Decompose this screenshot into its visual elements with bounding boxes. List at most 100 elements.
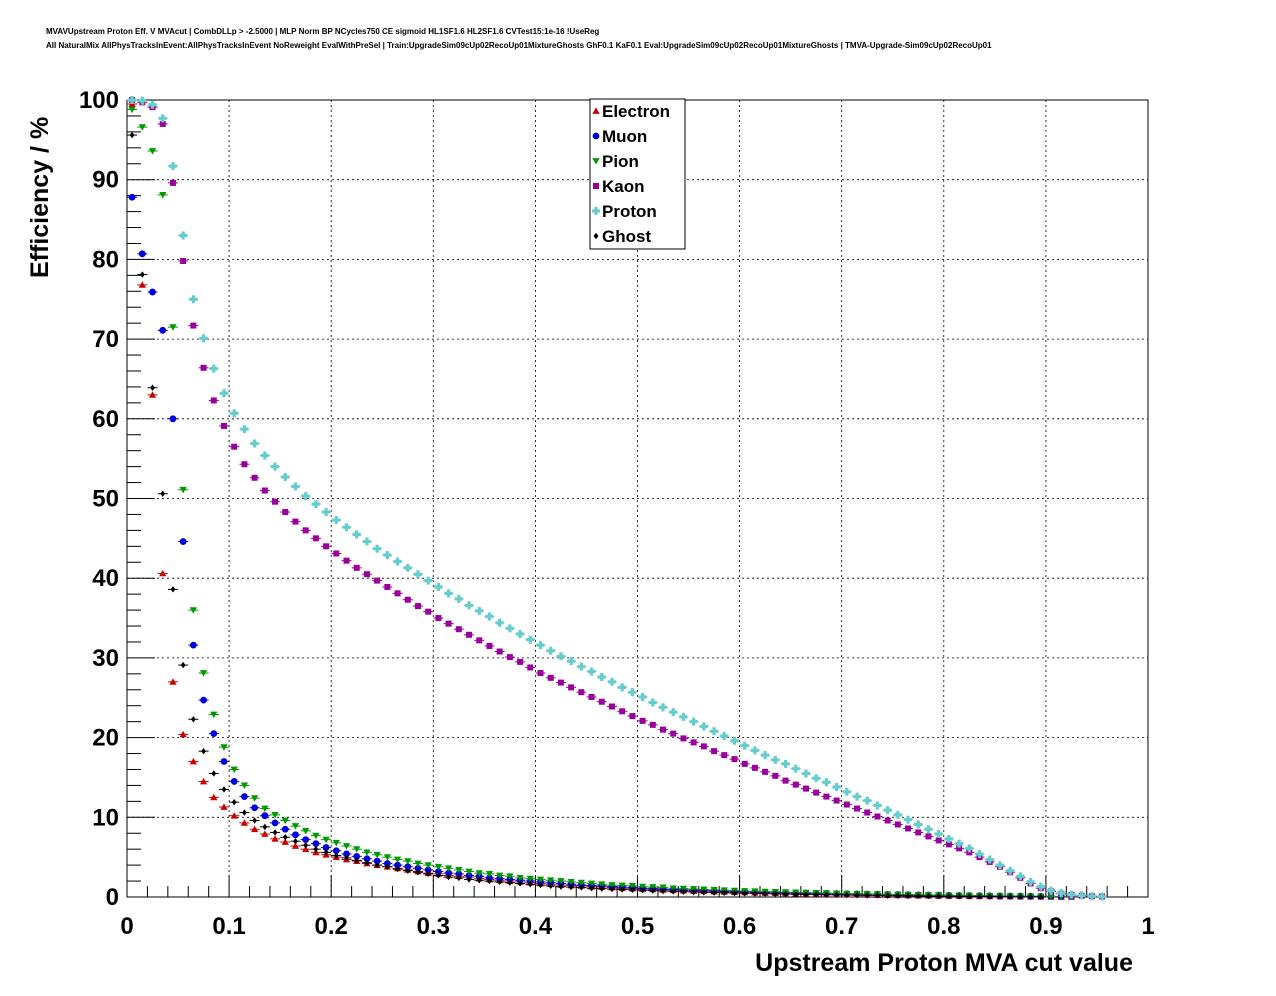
data-point <box>618 882 626 890</box>
data-point <box>394 590 401 597</box>
legend-label: Ghost <box>602 227 651 246</box>
data-point <box>425 608 432 615</box>
data-point <box>577 662 586 671</box>
data-point <box>169 179 176 186</box>
data-point <box>680 735 687 742</box>
y-tick-label: 80 <box>92 246 119 273</box>
data-point <box>710 727 719 736</box>
data-point <box>436 872 441 879</box>
data-point <box>506 654 513 661</box>
data-point <box>476 637 483 644</box>
data-point <box>312 535 319 542</box>
data-point <box>1057 889 1066 898</box>
data-point <box>160 490 166 497</box>
data-point <box>138 96 147 105</box>
data-point <box>854 805 861 812</box>
data-point <box>170 586 176 593</box>
data-point <box>893 810 902 819</box>
data-point <box>322 844 330 851</box>
data-point <box>302 827 310 835</box>
data-point <box>148 148 157 155</box>
data-point <box>629 886 635 894</box>
data-point <box>374 577 381 584</box>
legend: Electron Muon Pion Kaon Proton Ghost <box>589 98 686 250</box>
data-point <box>792 781 799 788</box>
legend-marker <box>592 132 600 140</box>
data-point <box>832 783 841 792</box>
data-point <box>894 821 901 828</box>
data-point <box>577 879 585 887</box>
data-point <box>466 631 473 638</box>
data-point <box>404 858 412 865</box>
data-point <box>526 635 535 644</box>
data-point <box>435 615 442 622</box>
data-point <box>628 688 637 697</box>
data-point <box>914 820 923 829</box>
data-point <box>547 877 555 884</box>
data-point <box>251 804 259 812</box>
y-tick-label: 30 <box>92 645 119 672</box>
data-point <box>926 892 931 900</box>
data-point <box>1016 872 1025 881</box>
data-point <box>660 887 666 895</box>
data-point <box>875 892 880 899</box>
y-tick-label: 90 <box>92 167 119 194</box>
data-point <box>783 890 788 898</box>
data-point <box>424 862 432 869</box>
data-point <box>262 823 268 831</box>
data-point <box>435 868 442 875</box>
data-point <box>619 708 626 715</box>
data-point <box>793 891 799 898</box>
data-point <box>578 689 585 696</box>
data-point <box>179 231 188 240</box>
data-point <box>1067 890 1076 899</box>
data-point <box>650 887 656 894</box>
data-point <box>640 887 646 894</box>
x-tick-label: 0.2 <box>315 913 348 940</box>
data-point <box>221 786 227 793</box>
data-point <box>159 326 167 334</box>
data-point <box>281 838 289 845</box>
data-point <box>701 889 707 896</box>
data-point <box>220 422 227 429</box>
y-tick-label: 0 <box>106 884 119 911</box>
data-point <box>364 859 370 866</box>
y-tick-label: 20 <box>92 725 119 752</box>
data-point <box>863 796 872 805</box>
data-point <box>220 744 228 751</box>
data-point <box>547 674 554 681</box>
data-point <box>924 825 933 834</box>
data-point <box>556 652 565 661</box>
data-point <box>1077 891 1086 900</box>
data-point <box>323 543 330 550</box>
data-point <box>179 730 187 738</box>
data-point <box>527 881 533 888</box>
data-point <box>505 624 514 633</box>
data-point <box>138 124 146 131</box>
data-point <box>383 551 392 560</box>
data-point <box>578 884 584 891</box>
data-point <box>487 877 492 885</box>
data-point <box>1036 882 1045 891</box>
data-point <box>681 888 686 895</box>
data-point <box>485 612 494 621</box>
data-point <box>660 726 667 733</box>
data-point <box>455 626 462 633</box>
data-point <box>434 582 443 591</box>
data-point <box>750 746 759 755</box>
data-point <box>772 772 779 779</box>
y-tick-label: 10 <box>92 804 119 831</box>
data-point <box>445 620 452 627</box>
data-point <box>936 893 942 900</box>
data-point <box>313 845 319 853</box>
data-point <box>791 764 800 773</box>
data-point <box>384 583 391 590</box>
legend-label: Pion <box>602 152 639 171</box>
data-point <box>679 712 688 721</box>
series-muon <box>127 193 1077 900</box>
data-point <box>362 537 371 546</box>
tick-labels: 0 0.1 0.2 0.3 0.4 0.5 0.6 0.7 0.8 0.9 101020304050… <box>79 87 1155 940</box>
data-point <box>740 741 749 750</box>
data-point <box>414 864 422 872</box>
